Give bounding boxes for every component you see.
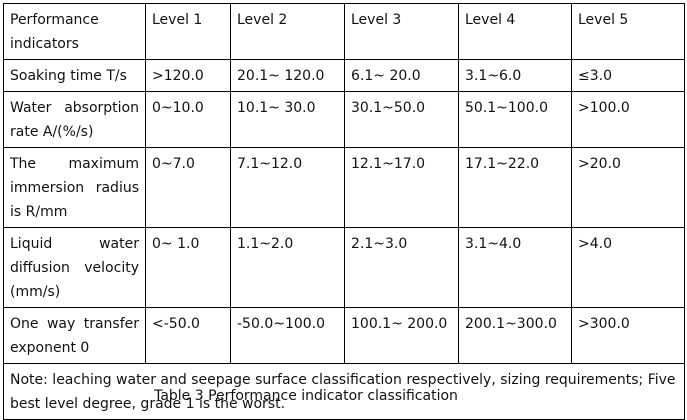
performance-table-container: Performance indicators Level 1 Level 2 L… bbox=[3, 3, 685, 420]
table-cell: >100.0 bbox=[571, 91, 685, 148]
table-row: Soaking time T/s >120.0 20.1~ 120.0 6.1~… bbox=[3, 59, 685, 92]
table-cell: >4.0 bbox=[571, 227, 685, 308]
table-row: Water absorption rate A/(%/s) 0~10.0 10.… bbox=[3, 91, 685, 148]
table-cell: 3.1~6.0 bbox=[458, 59, 572, 92]
table-row: The maximum immersion radius is R/mm 0~7… bbox=[3, 147, 685, 228]
table-header-row: Performance indicators Level 1 Level 2 L… bbox=[3, 3, 685, 60]
table-cell: 200.1~300.0 bbox=[458, 307, 572, 364]
row-indicator: Water absorption rate A/(%/s) bbox=[3, 91, 146, 148]
table-cell: 20.1~ 120.0 bbox=[230, 59, 345, 92]
table-cell: 3.1~4.0 bbox=[458, 227, 572, 308]
table-cell: 7.1~12.0 bbox=[230, 147, 345, 228]
row-indicator: The maximum immersion radius is R/mm bbox=[3, 147, 146, 228]
table-cell: 12.1~17.0 bbox=[344, 147, 459, 228]
table-cell: 100.1~ 200.0 bbox=[344, 307, 459, 364]
row-indicator: Liquid water diffusion velocity (mm/s) bbox=[3, 227, 146, 308]
table-cell: 50.1~100.0 bbox=[458, 91, 572, 148]
header-level-4: Level 4 bbox=[458, 3, 572, 60]
table-cell: 6.1~ 20.0 bbox=[344, 59, 459, 92]
table-cell: >300.0 bbox=[571, 307, 685, 364]
header-indicator: Performance indicators bbox=[3, 3, 146, 60]
row-indicator: Soaking time T/s bbox=[3, 59, 146, 92]
table-cell: 0~7.0 bbox=[145, 147, 231, 228]
header-level-2: Level 2 bbox=[230, 3, 345, 60]
header-level-5: Level 5 bbox=[571, 3, 685, 60]
header-level-3: Level 3 bbox=[344, 3, 459, 60]
table-cell: 0~10.0 bbox=[145, 91, 231, 148]
table-caption: Table 3 Performance indicator classifica… bbox=[154, 388, 458, 404]
performance-indicator-table: Performance indicators Level 1 Level 2 L… bbox=[3, 3, 685, 420]
table-cell: 10.1~ 30.0 bbox=[230, 91, 345, 148]
table-cell: 2.1~3.0 bbox=[344, 227, 459, 308]
table-cell: 30.1~50.0 bbox=[344, 91, 459, 148]
table-cell: 1.1~2.0 bbox=[230, 227, 345, 308]
table-cell: 0~ 1.0 bbox=[145, 227, 231, 308]
table-row: One way transfer exponent 0 <-50.0 -50.0… bbox=[3, 307, 685, 364]
row-indicator: One way transfer exponent 0 bbox=[3, 307, 146, 364]
table-cell: 17.1~22.0 bbox=[458, 147, 572, 228]
table-cell: -50.0~100.0 bbox=[230, 307, 345, 364]
table-cell: <-50.0 bbox=[145, 307, 231, 364]
table-cell: >120.0 bbox=[145, 59, 231, 92]
header-level-1: Level 1 bbox=[145, 3, 231, 60]
table-row: Liquid water diffusion velocity (mm/s) 0… bbox=[3, 227, 685, 308]
table-cell: ≤3.0 bbox=[571, 59, 685, 92]
table-cell: >20.0 bbox=[571, 147, 685, 228]
